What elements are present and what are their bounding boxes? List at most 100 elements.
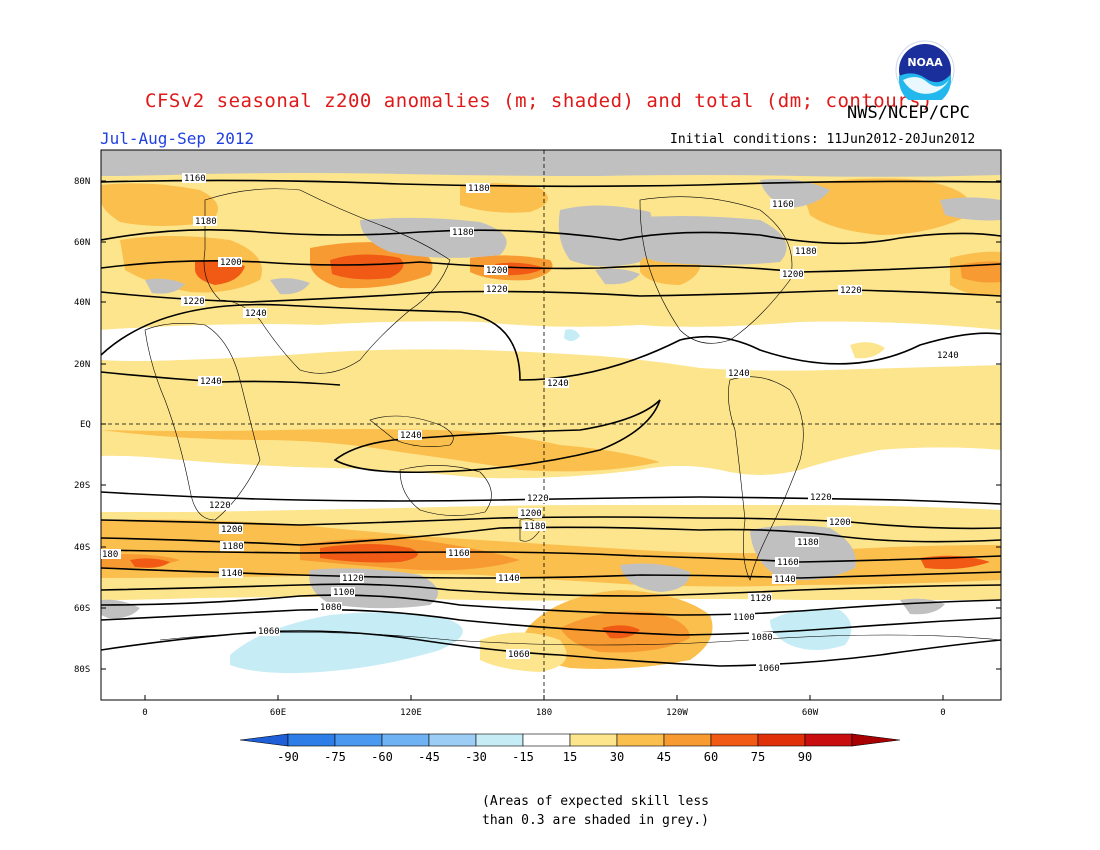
noaa-logo-icon: NOAA xyxy=(895,40,955,100)
contour-label: 1140 xyxy=(774,575,796,585)
contour-label: 180 xyxy=(102,550,118,560)
lat-label: 20N xyxy=(74,360,90,370)
contour-label: 1200 xyxy=(520,509,542,519)
contour-label: 1200 xyxy=(829,518,851,528)
colorbar-boxes xyxy=(239,733,901,747)
contour-label: 1240 xyxy=(547,379,569,389)
skill-note-line2: than 0.3 are shaded in grey.) xyxy=(482,813,709,828)
contour-label: 1160 xyxy=(772,200,794,210)
contour-label: 1160 xyxy=(448,549,470,559)
colorbar-tick-label: -60 xyxy=(371,750,393,764)
skill-note-line1: (Areas of expected skill less xyxy=(482,794,709,809)
lat-label: 80S xyxy=(74,665,90,675)
lat-label: 40S xyxy=(74,543,90,553)
lat-label: 80N xyxy=(74,177,90,187)
initial-conditions: Initial conditions: 11Jun2012-20Jun2012 xyxy=(670,132,976,147)
colorbar-swatch xyxy=(710,733,759,747)
lat-label: 40N xyxy=(74,298,90,308)
skill-note: (Areas of expected skill less than 0.3 a… xyxy=(482,792,709,830)
colorbar-tick-label: -30 xyxy=(465,750,487,764)
contour-label: 1120 xyxy=(750,594,772,604)
lon-label: 180 xyxy=(536,708,552,718)
contour-label: 1240 xyxy=(937,351,959,361)
colorbar-swatch xyxy=(522,733,571,747)
contour-label: 1100 xyxy=(333,588,355,598)
colorbar-tick-label: 90 xyxy=(798,750,812,764)
contour-label: 1160 xyxy=(184,174,206,184)
colorbar-swatch xyxy=(287,733,336,747)
agency-label: NWS/NCEP/CPC xyxy=(847,103,970,123)
lat-label: 60S xyxy=(74,604,90,614)
contour-label: 1240 xyxy=(200,377,222,387)
contour-label: 1120 xyxy=(342,574,364,584)
colorbar-tick-label: -15 xyxy=(512,750,534,764)
map-title: CFSv2 seasonal z200 anomalies (m; shaded… xyxy=(145,90,933,112)
contour-label: 1200 xyxy=(486,266,508,276)
contour-label: 1080 xyxy=(751,633,773,643)
contour-label: 1080 xyxy=(320,603,342,613)
colorbar-tick-label: -45 xyxy=(418,750,440,764)
contour-label: 1180 xyxy=(524,522,546,532)
colorbar-tick-label: 75 xyxy=(751,750,765,764)
height-contours xyxy=(101,179,1001,667)
colorbar-tick-label: -75 xyxy=(324,750,346,764)
colorbar-tick-label: 30 xyxy=(610,750,624,764)
lat-label: 20S xyxy=(74,481,90,491)
colorbar-swatch xyxy=(428,733,477,747)
colorbar-labels: -90 -75 -60 -45 -30 -15 15 30 45 60 75 90 xyxy=(277,750,812,764)
contour-label: 1180 xyxy=(468,184,490,194)
contour-label: 1220 xyxy=(840,286,862,296)
lat-ticks xyxy=(101,180,1001,670)
lon-label: 60W xyxy=(802,708,819,718)
contour-label: 1100 xyxy=(733,613,755,623)
contour-label: 1060 xyxy=(508,650,530,660)
contour-label: 1140 xyxy=(221,569,243,579)
contour-label: 1060 xyxy=(258,627,280,637)
contour-label: 1180 xyxy=(195,217,217,227)
colorbar-tick-label: -90 xyxy=(277,750,299,764)
colorbar-swatch xyxy=(616,733,665,747)
contour-label: 1160 xyxy=(777,558,799,568)
colorbar-swatch xyxy=(757,733,806,747)
colorbar-swatch xyxy=(381,733,430,747)
contour-label: 1220 xyxy=(209,501,231,511)
lon-ticks xyxy=(144,695,944,700)
contour-label: 1180 xyxy=(452,228,474,238)
colorbar-tick-label: 60 xyxy=(704,750,718,764)
colorbar-min-arrow xyxy=(239,733,289,747)
lon-label: 120W xyxy=(666,708,688,718)
contour-label: 1180 xyxy=(797,538,819,548)
colorbar-swatch xyxy=(334,733,383,747)
contour-label: 1060 xyxy=(758,664,780,674)
anomaly-shading xyxy=(101,150,1001,700)
coastlines xyxy=(144,188,1001,646)
colorbar-swatch xyxy=(663,733,712,747)
contour-label: 1220 xyxy=(527,494,549,504)
contour-label: 1180 xyxy=(222,542,244,552)
contour-label: 1220 xyxy=(183,297,205,307)
colorbar-swatch xyxy=(475,733,524,747)
lon-label: 60E xyxy=(270,708,286,718)
lat-label: 60N xyxy=(74,238,90,248)
colorbar-swatch xyxy=(804,733,853,747)
lon-label: 0 xyxy=(142,708,147,718)
contour-label: 1180 xyxy=(795,247,817,257)
contour-label-group: 1160 xyxy=(182,173,206,184)
contour-label: 1240 xyxy=(400,431,422,441)
colorbar-swatch xyxy=(569,733,618,747)
contour-label: 1220 xyxy=(486,285,508,295)
contour-label: 1200 xyxy=(220,258,242,268)
logo-text: NOAA xyxy=(907,56,943,69)
contour-label: 1240 xyxy=(728,369,750,379)
colorbar-max-arrow xyxy=(851,733,901,747)
colorbar-tick-label: 45 xyxy=(657,750,671,764)
contour-label: 1240 xyxy=(245,309,267,319)
colorbar-tick-label: 15 xyxy=(563,750,577,764)
contour-label: 1200 xyxy=(782,270,804,280)
forecast-period: Jul-Aug-Sep 2012 xyxy=(100,129,255,148)
lon-label: 120E xyxy=(400,708,422,718)
contour-label: 1220 xyxy=(810,493,832,503)
contour-label: 1200 xyxy=(221,525,243,535)
